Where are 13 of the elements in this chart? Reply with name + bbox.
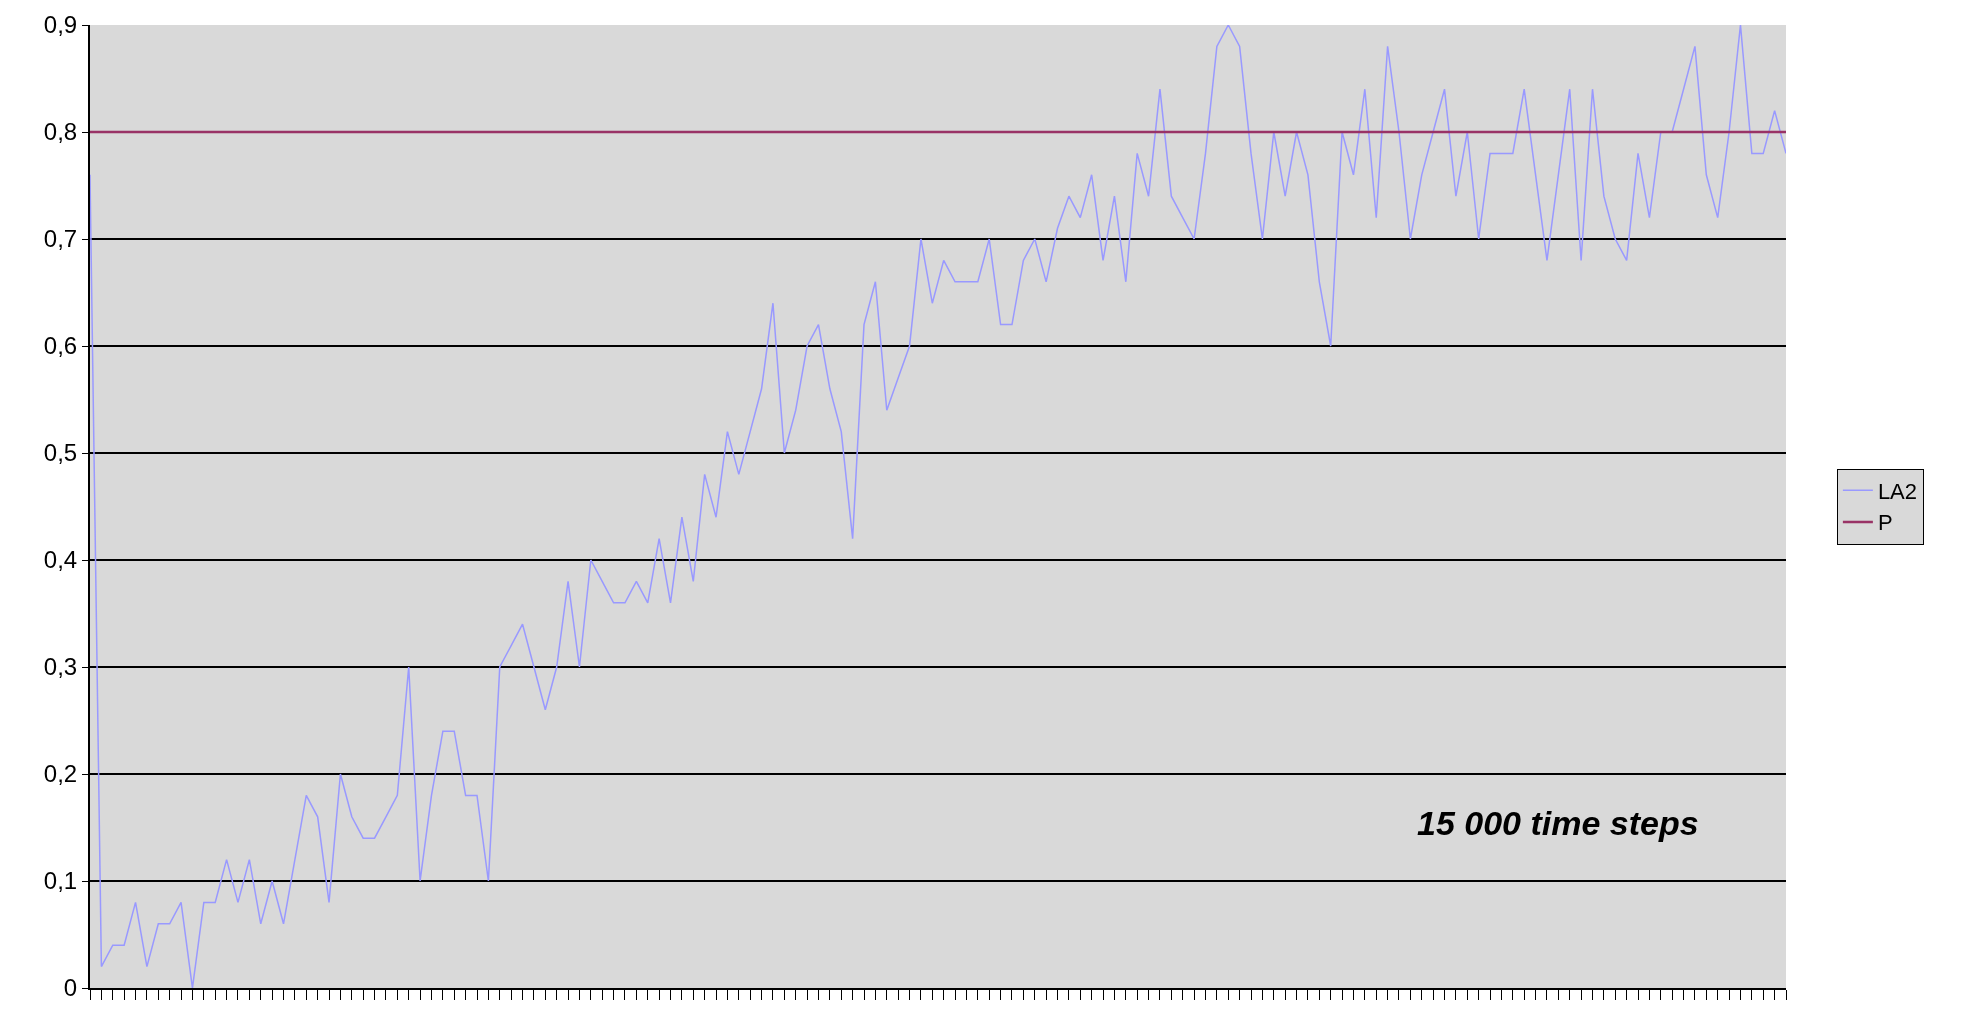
legend-label: P — [1877, 510, 1893, 536]
y-tick-label: 0,9 — [43, 11, 78, 39]
legend-label: LA2 — [1877, 478, 1918, 504]
y-tick-label: 0,6 — [43, 332, 78, 360]
y-tick-label: 0,7 — [43, 225, 78, 253]
y-tick-label: 0,2 — [43, 760, 78, 788]
y-tick-label: 0,8 — [43, 118, 78, 146]
y-tick-label: 0,1 — [43, 867, 78, 895]
y-tick-label: 0,4 — [43, 546, 78, 574]
y-tick-label: 0,3 — [43, 653, 78, 681]
y-tick-label: 0 — [63, 974, 78, 1002]
y-tick-label: 0,5 — [43, 439, 78, 467]
annotation: 15 000 time steps — [1417, 804, 1699, 842]
